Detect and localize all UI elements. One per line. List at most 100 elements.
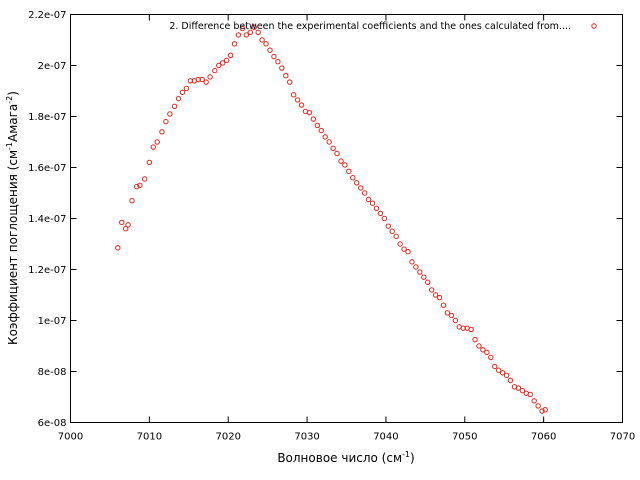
data-point xyxy=(263,41,269,47)
data-point xyxy=(488,354,494,361)
data-point xyxy=(381,215,388,222)
data-point xyxy=(150,144,157,150)
data-point xyxy=(334,150,340,157)
data-point xyxy=(235,32,242,38)
data-point xyxy=(507,377,514,384)
data-point xyxy=(468,326,474,333)
plot-frame xyxy=(70,14,623,423)
data-point xyxy=(247,29,253,36)
data-point xyxy=(298,102,305,108)
data-point xyxy=(492,363,498,370)
data-point xyxy=(154,139,160,145)
data-point xyxy=(448,312,455,319)
y-tick-label: 1.4e-07 xyxy=(28,214,66,225)
data-point xyxy=(171,103,178,110)
data-point xyxy=(484,349,490,356)
data-point xyxy=(314,122,321,129)
data-point xyxy=(338,158,344,164)
data-point xyxy=(279,65,285,71)
data-point xyxy=(223,57,230,64)
data-point xyxy=(472,336,478,343)
data-point xyxy=(436,294,443,301)
data-point xyxy=(275,58,281,65)
data-point xyxy=(342,162,348,168)
data-point xyxy=(432,292,439,298)
x-tick-label: 7050 xyxy=(452,432,477,443)
data-point xyxy=(330,145,336,152)
data-point xyxy=(183,85,190,92)
y-tick-label: 2e-07 xyxy=(38,61,67,72)
data-point xyxy=(476,343,482,349)
data-point xyxy=(397,241,403,247)
data-point xyxy=(354,180,360,186)
legend-label: 2. Difference between the experimental c… xyxy=(169,21,571,32)
data-point xyxy=(146,159,153,166)
data-point xyxy=(115,245,121,251)
data-point xyxy=(179,89,186,95)
data-point xyxy=(535,403,541,409)
data-point xyxy=(137,182,143,189)
data-point xyxy=(227,52,234,58)
legend-marker xyxy=(591,23,597,29)
data-point xyxy=(527,391,533,398)
data-point xyxy=(413,264,419,270)
data-point xyxy=(290,92,297,98)
data-point xyxy=(401,246,407,252)
y-tick-label: 1.6e-07 xyxy=(28,163,66,174)
data-point xyxy=(503,372,510,379)
data-point xyxy=(267,47,273,53)
y-tick-label: 1e-07 xyxy=(38,316,67,327)
data-point xyxy=(417,269,423,275)
data-point xyxy=(326,139,332,145)
data-point xyxy=(231,41,238,47)
data-point xyxy=(294,97,301,103)
data-point xyxy=(499,370,506,376)
x-tick-label: 7000 xyxy=(58,432,83,443)
data-point xyxy=(216,62,222,69)
data-point xyxy=(310,116,317,122)
data-point xyxy=(141,176,148,182)
data-point xyxy=(480,347,486,353)
data-point xyxy=(421,274,427,280)
data-point xyxy=(255,29,261,36)
data-point xyxy=(350,175,356,181)
data-point xyxy=(134,183,140,190)
data-point xyxy=(283,73,289,79)
x-axis-label: Волновое число (см-1) xyxy=(277,450,414,465)
data-point xyxy=(405,248,411,255)
x-tick-label: 7070 xyxy=(610,432,635,443)
data-point xyxy=(159,129,165,135)
x-tick-label: 7030 xyxy=(294,432,319,443)
data-point xyxy=(251,24,257,30)
data-point xyxy=(129,197,135,204)
data-point xyxy=(243,32,250,38)
data-point xyxy=(306,109,313,116)
x-tick-label: 7010 xyxy=(137,432,162,443)
data-point xyxy=(373,205,380,212)
data-point xyxy=(203,79,209,85)
data-point xyxy=(287,79,293,85)
x-tick-label: 7020 xyxy=(215,432,240,443)
y-tick-label: 1.8e-07 xyxy=(28,112,66,123)
data-point xyxy=(409,259,415,265)
y-tick-label: 8e-08 xyxy=(38,367,67,378)
data-point xyxy=(495,367,502,373)
data-point xyxy=(239,25,246,32)
data-point xyxy=(369,200,376,206)
y-tick-label: 2.2e-07 xyxy=(28,10,66,21)
data-point xyxy=(393,233,399,240)
data-point xyxy=(119,219,125,226)
data-point xyxy=(515,385,522,391)
data-point xyxy=(125,222,131,228)
data-point xyxy=(271,53,277,60)
data-point xyxy=(377,210,384,217)
data-point xyxy=(425,279,431,285)
data-point xyxy=(444,310,451,316)
data-point xyxy=(163,118,169,125)
data-point xyxy=(212,67,218,74)
data-point xyxy=(361,190,368,196)
data-point xyxy=(207,74,213,80)
data-point xyxy=(452,317,459,324)
data-point xyxy=(519,387,526,394)
data-point xyxy=(175,95,182,102)
